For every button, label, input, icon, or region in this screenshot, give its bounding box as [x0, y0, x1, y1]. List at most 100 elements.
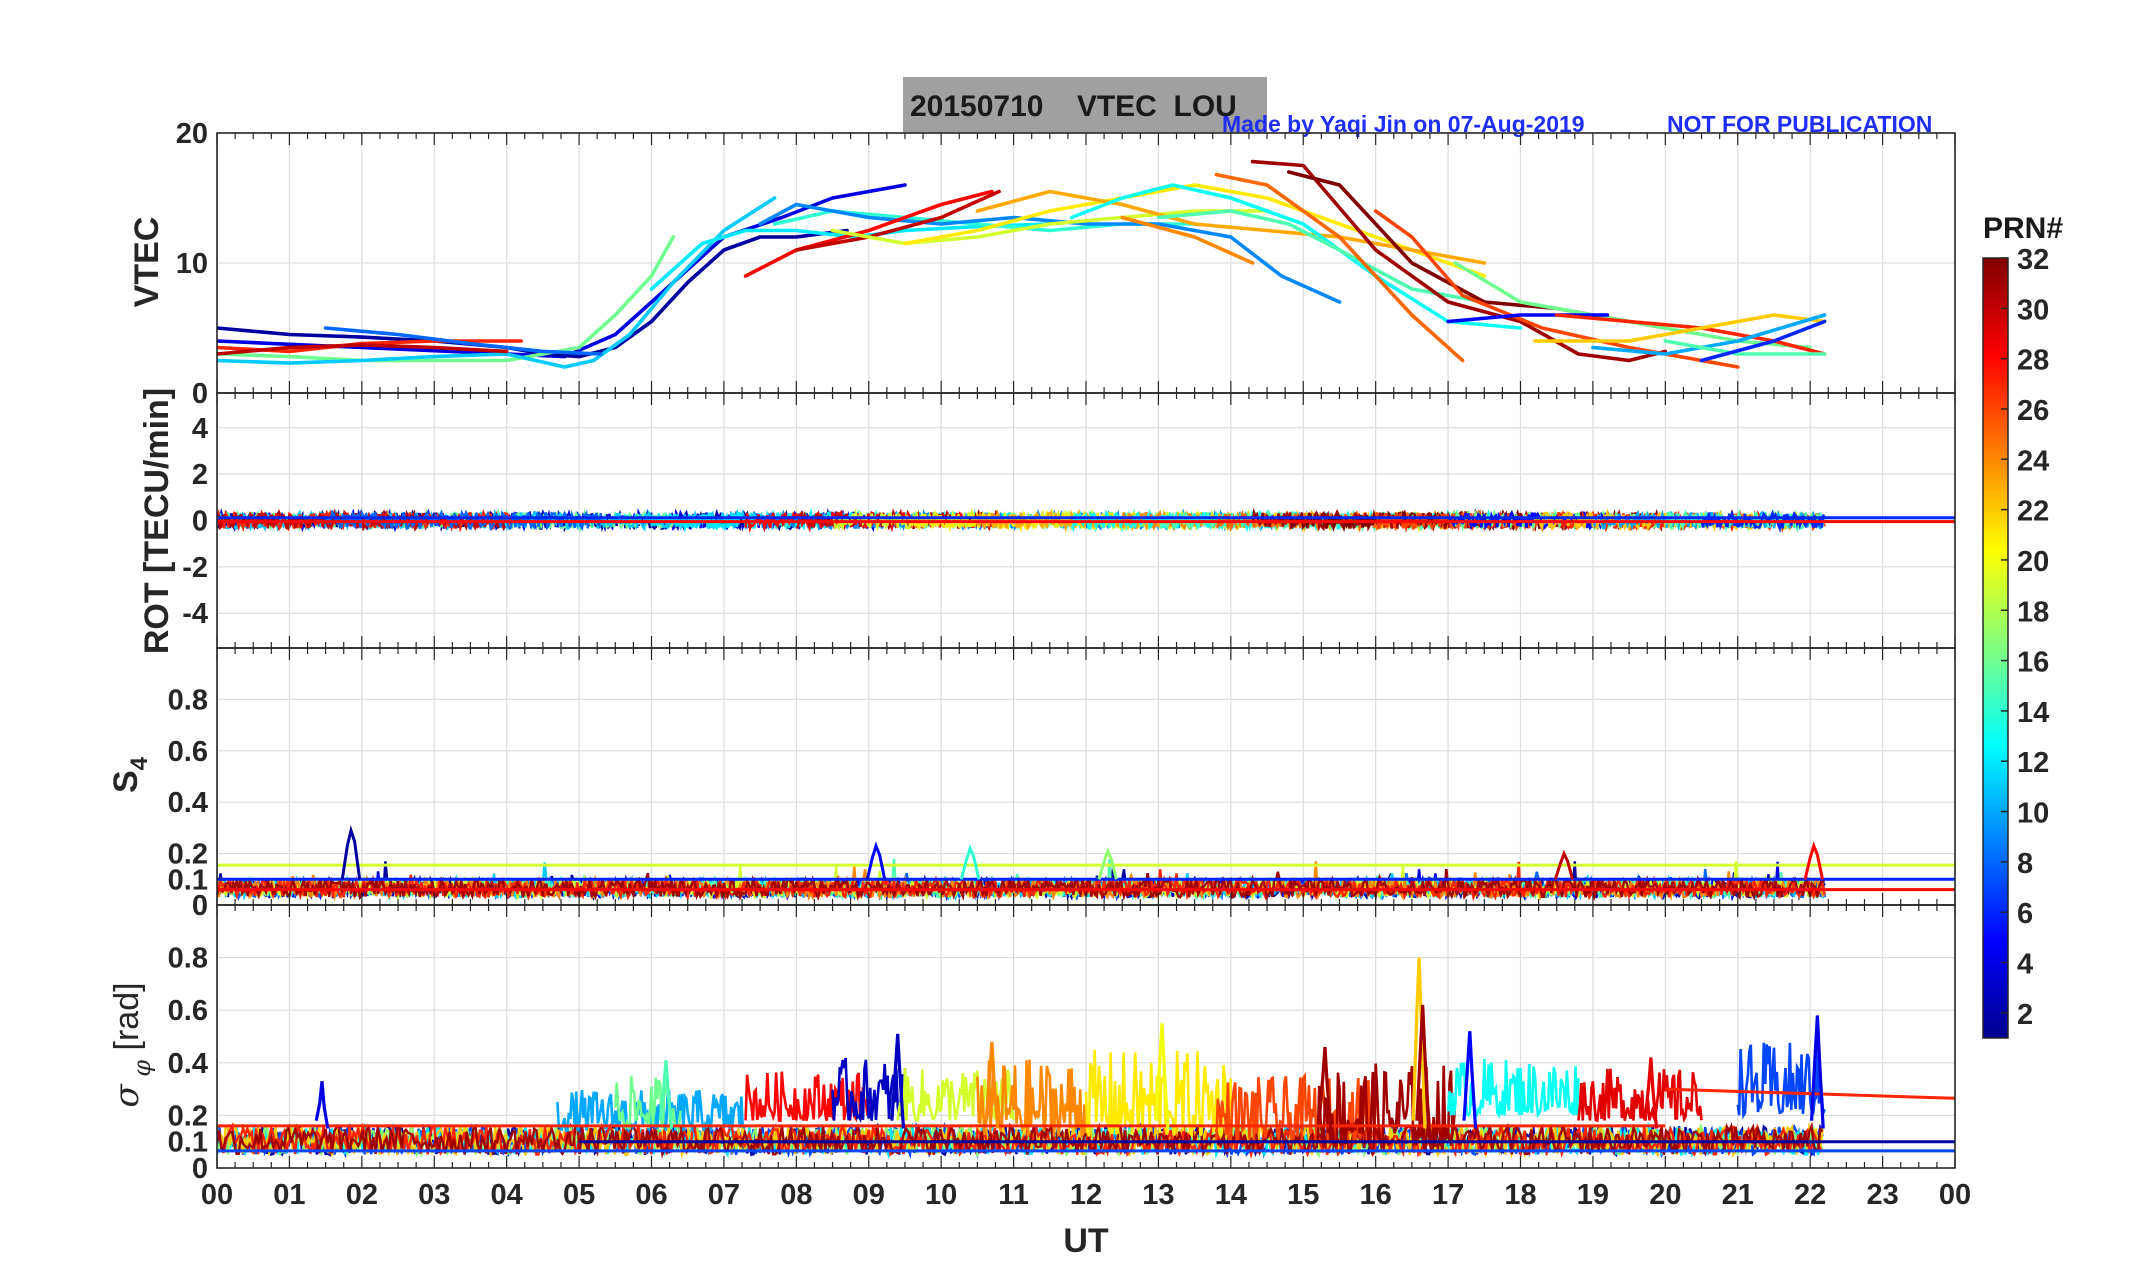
sigma-phi-band — [896, 1068, 1015, 1122]
plot-area — [217, 957, 1955, 1160]
colorbar-tick-label: 30 — [2017, 294, 2049, 326]
sigma-phi-peak — [1462, 1031, 1478, 1129]
y-tick-label: 0 — [192, 506, 208, 538]
y-tick-label: 0.4 — [168, 1048, 208, 1080]
vtec-series-line — [1120, 215, 1255, 265]
x-tick-label: 10 — [925, 1179, 957, 1211]
x-tick-label: 09 — [853, 1179, 885, 1211]
vtec-series-line — [323, 326, 603, 356]
y-tick-label: 10 — [176, 248, 208, 280]
x-tick-label: 12 — [1070, 1179, 1102, 1211]
svg-text:σ φ [rad]: σ φ [rad] — [107, 982, 156, 1107]
colorbar — [1982, 257, 2009, 1039]
vtec-series-line — [1663, 339, 1827, 356]
y-tick-label: 0.1 — [168, 864, 208, 896]
vtec-series-line — [1699, 319, 1827, 363]
x-tick-label: 18 — [1504, 1179, 1536, 1211]
y-tick-label: 0.1 — [168, 1127, 208, 1159]
x-tick-label: 21 — [1722, 1179, 1754, 1211]
colorbar-tick-label: 26 — [2017, 395, 2049, 427]
sigma-phi-band — [1736, 1042, 1826, 1120]
s4-peak — [1803, 841, 1824, 880]
x-tick-label: 23 — [1866, 1179, 1898, 1211]
s4-peak — [1553, 849, 1575, 880]
x-tick-label: 05 — [563, 1179, 595, 1211]
colorbar-tick-label: 28 — [2017, 345, 2049, 377]
colorbar-tick-label: 18 — [2017, 596, 2049, 628]
y-tick-label: 0 — [192, 378, 208, 410]
vtec-series-line — [649, 222, 1052, 291]
sigma-phi-peak — [1411, 957, 1427, 1129]
chart-title: 20150710 VTEC LOU — [910, 90, 1237, 123]
colorbar-tick-label: 6 — [2017, 898, 2033, 930]
x-tick-label: 01 — [273, 1179, 305, 1211]
y-tick-label: -4 — [182, 598, 208, 630]
colorbar-tick-label: 4 — [2017, 949, 2033, 981]
x-tick-label: 07 — [708, 1179, 740, 1211]
sigma-phi-peak — [1810, 1015, 1825, 1129]
colorbar-tick-label: 8 — [2017, 848, 2033, 880]
ut-xlabel: UT — [1063, 1222, 1109, 1260]
x-tick-label: 14 — [1215, 1179, 1247, 1211]
x-tick-label: 00 — [1939, 1179, 1971, 1211]
y-tick-label: 20 — [176, 118, 208, 150]
rot-ylabel: ROT [TECU/min] — [138, 388, 176, 654]
sigma-phi-peak — [1317, 1046, 1333, 1129]
s4-peak — [865, 841, 887, 880]
s4-series-line — [217, 868, 1825, 902]
y-tick-label: 0.8 — [168, 943, 208, 975]
y-tick-label: 0.4 — [168, 787, 208, 819]
sigma-phi-peak — [1415, 1004, 1431, 1129]
title-box — [903, 77, 1267, 133]
sigma-phi-band — [1215, 1071, 1377, 1147]
y-tick-label: 0.6 — [168, 995, 208, 1027]
s4-peak — [340, 824, 362, 880]
colorbar-title: PRN# — [1983, 212, 2063, 245]
sigma-phi-band — [1577, 1068, 1703, 1126]
sigma-phi-peak — [1643, 1057, 1659, 1129]
sigma-phi-ylabel: σ φ [rad] — [107, 982, 156, 1107]
sigma-phi-trend-line — [1665, 1087, 1955, 1100]
x-tick-label: 17 — [1432, 1179, 1464, 1211]
x-tick-label: 16 — [1360, 1179, 1392, 1211]
vtec-series-line — [217, 196, 777, 369]
x-tick-label: 02 — [346, 1179, 378, 1211]
sigma-phi-peak — [890, 1033, 906, 1129]
vtec-series-line — [903, 183, 1487, 278]
x-tick-label: 04 — [491, 1179, 523, 1211]
sigma-phi-band — [1446, 1058, 1580, 1119]
x-tick-label: 00 — [201, 1179, 233, 1211]
x-tick-label: 08 — [780, 1179, 812, 1211]
colorbar-tick-label: 22 — [2017, 496, 2049, 528]
colorbar-tick-label: 16 — [2017, 647, 2049, 679]
colorbar-tick-label: 12 — [2017, 747, 2049, 779]
x-tick-label: 11 — [998, 1179, 1029, 1211]
rot-panel: -4 -2 0 2 4 — [182, 392, 1956, 649]
sigma-phi-peak — [984, 1041, 1000, 1129]
vtec-series-line — [217, 343, 509, 356]
plot-area — [217, 824, 1955, 902]
s4-peak — [959, 844, 981, 880]
sigma-phi-peak — [314, 1081, 330, 1129]
colorbar-tick-label: 20 — [2017, 546, 2049, 578]
vtec-series-line — [743, 189, 994, 278]
x-tick-label: 19 — [1577, 1179, 1609, 1211]
x-tick-label: 06 — [635, 1179, 667, 1211]
y-tick-label: 0.2 — [168, 1100, 208, 1132]
sigma-phi-band — [831, 1057, 907, 1124]
y-tick-label: 0.2 — [168, 839, 208, 871]
vtec-ylabel: VTEC — [128, 217, 166, 308]
vtec-series-line — [1446, 313, 1610, 324]
plot-area — [217, 159, 1827, 369]
x-tick-label: 15 — [1287, 1179, 1319, 1211]
vtec-series-line — [794, 189, 1001, 252]
colorbar-tick-label: 32 — [2017, 244, 2049, 276]
vtec-series-line — [758, 202, 1342, 304]
y-tick-label: 4 — [192, 413, 208, 445]
vtec-series-line — [217, 235, 676, 363]
colorbar-tick-label: 14 — [2017, 697, 2049, 729]
x-tick-label: 03 — [418, 1179, 450, 1211]
vtec-series-line — [1069, 183, 1523, 330]
